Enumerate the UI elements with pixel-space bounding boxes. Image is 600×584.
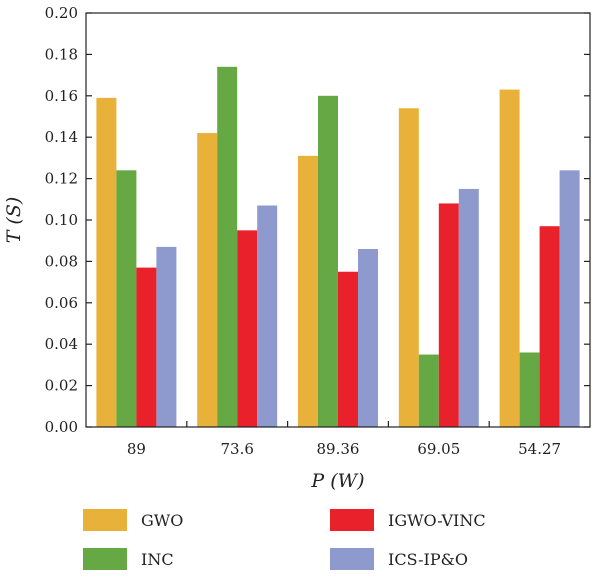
legend-label: ICS-IP&O bbox=[388, 550, 468, 569]
bars-layer bbox=[96, 66, 580, 428]
x-axis-title: P (W) bbox=[310, 470, 364, 492]
bar-igwo-vinc-4 bbox=[539, 226, 560, 427]
x-tick-label: 89 bbox=[127, 440, 146, 458]
bar-ics-ip-o-1 bbox=[257, 205, 278, 427]
legend-label: IGWO-VINC bbox=[388, 511, 486, 530]
bar-gwo-3 bbox=[398, 108, 419, 427]
legend-swatch-igwo-vinc bbox=[330, 509, 374, 531]
x-tick-label: 89.36 bbox=[317, 440, 360, 458]
bar-igwo-vinc-0 bbox=[136, 267, 157, 427]
y-tick-label: 0.06 bbox=[45, 294, 78, 312]
y-tick-label: 0.12 bbox=[45, 170, 78, 188]
bar-ics-ip-o-0 bbox=[156, 246, 177, 427]
bar-igwo-vinc-3 bbox=[438, 203, 459, 427]
y-tick-label: 0.02 bbox=[45, 377, 78, 395]
y-tick-label: 0.14 bbox=[45, 128, 78, 146]
bar-ics-ip-o-2 bbox=[358, 248, 378, 427]
y-tick-label: 0.18 bbox=[45, 45, 78, 63]
legend: GWO IGWO-VINC INC ICS-IP&O bbox=[83, 509, 486, 570]
y-tick-label: 0.04 bbox=[45, 335, 78, 353]
y-tick-label: 0.20 bbox=[45, 4, 78, 22]
bar-inc-3 bbox=[418, 354, 439, 427]
y-axis: 0.00 0.02 0.04 0.06 0.08 0.10 0.12 0.14 0.16 0.18… bbox=[45, 4, 590, 436]
y-tick-label: 0.16 bbox=[45, 87, 78, 105]
x-axis: 89 73.6 89.36 69.05 54.27 bbox=[127, 421, 561, 458]
legend-label: GWO bbox=[141, 511, 183, 530]
y-tick-label: 0.00 bbox=[45, 418, 78, 436]
y-tick-label: 0.10 bbox=[45, 211, 78, 229]
bar-igwo-vinc-2 bbox=[338, 271, 358, 427]
y-tick-label: 0.08 bbox=[45, 252, 78, 270]
bar-gwo-2 bbox=[298, 155, 318, 427]
bar-ics-ip-o-3 bbox=[458, 188, 479, 427]
bar-inc-1 bbox=[217, 66, 238, 427]
x-tick-label: 54.27 bbox=[518, 440, 561, 458]
x-tick-label: 69.05 bbox=[417, 440, 460, 458]
legend-swatch-ics-ip-o bbox=[330, 548, 374, 570]
legend-swatch-gwo bbox=[83, 509, 127, 531]
y-axis-title: T (S) bbox=[3, 197, 25, 244]
legend-swatch-inc bbox=[83, 548, 127, 570]
legend-label: INC bbox=[141, 550, 174, 569]
bar-igwo-vinc-1 bbox=[237, 230, 258, 427]
bar-inc-2 bbox=[318, 95, 338, 428]
x-tick-label: 73.6 bbox=[220, 440, 253, 458]
bar-gwo-1 bbox=[197, 133, 218, 427]
bar-ics-ip-o-4 bbox=[559, 170, 580, 427]
bar-gwo-4 bbox=[499, 89, 520, 427]
bar-inc-4 bbox=[519, 352, 540, 427]
bar-gwo-0 bbox=[96, 97, 117, 428]
bar-inc-0 bbox=[116, 170, 137, 427]
